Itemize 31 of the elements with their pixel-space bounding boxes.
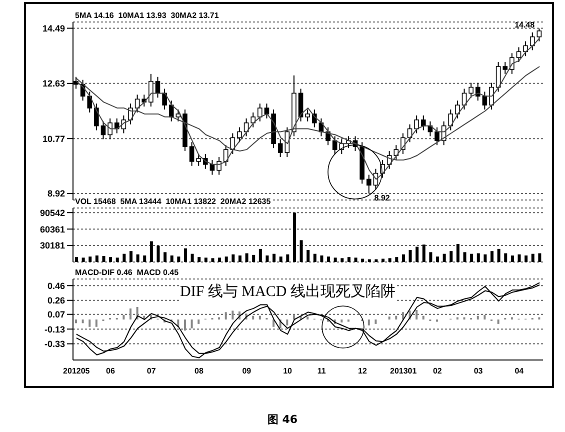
y-tick-label: -0.33	[44, 338, 65, 349]
x-tick-label: 12	[358, 366, 368, 376]
x-tick-label: 07	[146, 366, 156, 376]
y-tick-label: 14.49	[42, 23, 65, 34]
x-tick-label: 04	[514, 366, 524, 376]
y-tick-label: 10.77	[42, 134, 65, 144]
x-tick-label: 10	[283, 366, 293, 376]
chart-title: MACD-DIF 0.46 MACD 0.45	[75, 268, 179, 277]
x-tick-label: 02	[432, 366, 442, 376]
y-tick-label: 0.26	[47, 296, 65, 306]
caption: 图 46	[266, 412, 299, 427]
y-tick-label: 8.92	[47, 188, 65, 199]
x-tick-label: 09	[242, 366, 252, 376]
annotation: 14.48	[514, 20, 536, 30]
y-tick-label: 0.07	[47, 310, 65, 320]
y-tick-label: 0.46	[47, 280, 65, 291]
x-tick-label: 11	[317, 366, 326, 376]
chart-title: 5MA 14.16 10MA1 13.93 30MA2 13.71	[75, 11, 219, 20]
y-tick-label: 12.63	[42, 78, 65, 89]
x-tick-label: 06	[106, 366, 116, 376]
x-tick-label: 201301	[390, 366, 418, 376]
y-tick-label: -0.13	[44, 324, 65, 334]
x-tick-label: 03	[474, 366, 484, 376]
x-tick-label: 08	[194, 366, 204, 376]
y-tick-label: 30181	[40, 240, 65, 251]
annotation: DIF 线与 MACD 线出现死叉陷阱	[180, 282, 396, 301]
x-tick-label: 201205	[63, 366, 90, 376]
annotation: 8.92	[374, 193, 390, 202]
chart-title: VOL 15468 5MA 13444 10MA1 13822 20MA2 12635	[75, 197, 271, 206]
y-tick-label: 90542	[40, 208, 65, 218]
y-tick-label: 60361	[40, 224, 65, 234]
